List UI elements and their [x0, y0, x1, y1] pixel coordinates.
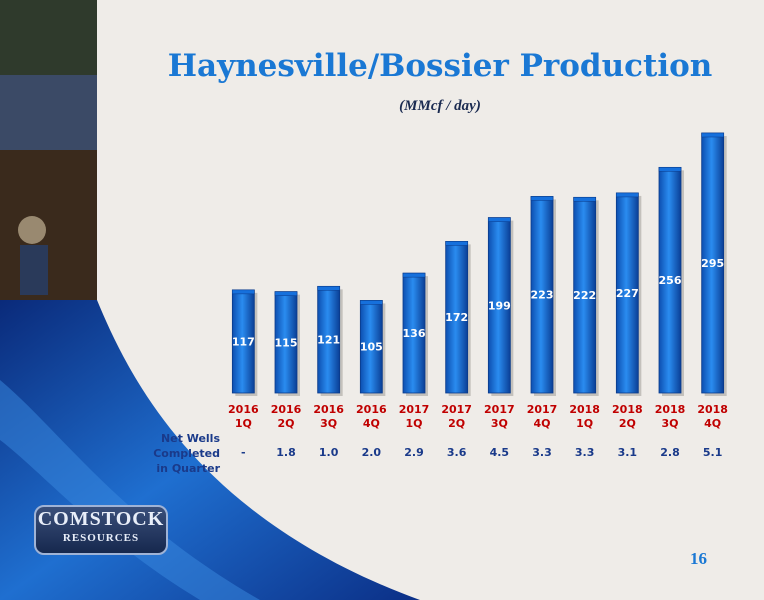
x-tick-label: 2017 3Q: [484, 403, 515, 430]
value-label: 227: [616, 287, 639, 300]
bar-top: [317, 286, 340, 291]
net-wells-value: 2.9: [404, 446, 424, 459]
net-wells-value: 2.8: [660, 446, 680, 459]
logo: COMSTOCK RESOURCES: [34, 505, 168, 555]
x-tick-label: 2018 1Q: [569, 403, 600, 430]
net-wells-value: 5.1: [702, 446, 723, 459]
x-tick-label: 2016 1Q: [228, 403, 259, 430]
net-wells-value: 3.6: [446, 446, 467, 459]
photo: [0, 0, 97, 75]
x-tick-label: 2018 3Q: [654, 403, 686, 430]
bar-top: [232, 289, 255, 295]
x-tick-label: 2016 3Q: [313, 403, 344, 430]
chart-subtitle: (MMcf / day): [399, 98, 481, 114]
bar-top: [445, 241, 468, 246]
net-wells-label: Net Wells Completed in Quarter: [153, 432, 220, 475]
bar-top: [530, 196, 554, 201]
value-label: 256: [659, 274, 682, 287]
logo-text: COMSTOCK: [37, 508, 165, 530]
bar-top: [616, 192, 639, 198]
net-wells-value: 2.0: [361, 446, 382, 459]
x-tick-label: 2017 1Q: [398, 403, 430, 430]
bar-top: [658, 167, 682, 172]
value-label: 222: [573, 289, 596, 302]
bar-top: [573, 197, 596, 202]
x-tick-label: 2017 4Q: [526, 403, 558, 430]
bar-top: [488, 217, 511, 222]
photo-detail: [20, 245, 48, 295]
value-label: 223: [531, 289, 554, 302]
value-label: 115: [275, 336, 298, 349]
bar-top: [402, 272, 426, 278]
net-wells-value: 1.8: [276, 446, 296, 459]
chart-title: Haynesville/Bossier Production: [167, 48, 713, 84]
net-wells-value: 3.3: [532, 446, 552, 459]
value-label: 295: [701, 257, 724, 270]
net-wells-value: 1.0: [318, 446, 339, 459]
x-tick-label: 2017 2Q: [441, 403, 472, 430]
net-wells-value: 3.3: [574, 446, 595, 459]
logo-text: RESOURCES: [62, 532, 140, 544]
value-label: 121: [317, 334, 340, 347]
x-tick-label: 2016 4Q: [356, 403, 387, 430]
photo: [0, 150, 97, 300]
photo: [0, 75, 97, 150]
x-tick-label: 2018 2Q: [612, 403, 643, 430]
value-label: 117: [232, 335, 255, 348]
net-wells-value: 4.5: [489, 446, 510, 459]
net-wells-value: -: [241, 446, 246, 459]
bar-top: [701, 132, 724, 138]
bar-top: [274, 291, 298, 296]
net-wells-value: 3.1: [617, 446, 638, 459]
value-label: 199: [488, 299, 511, 312]
value-label: 105: [360, 341, 383, 354]
page-number: 16: [690, 549, 707, 568]
value-label: 136: [403, 327, 426, 340]
bar-top: [360, 300, 383, 305]
x-tick-label: 2018 4Q: [697, 403, 728, 430]
photo-detail: [18, 216, 46, 244]
x-tick-label: 2016 2Q: [270, 403, 302, 430]
value-label: 172: [445, 311, 468, 324]
